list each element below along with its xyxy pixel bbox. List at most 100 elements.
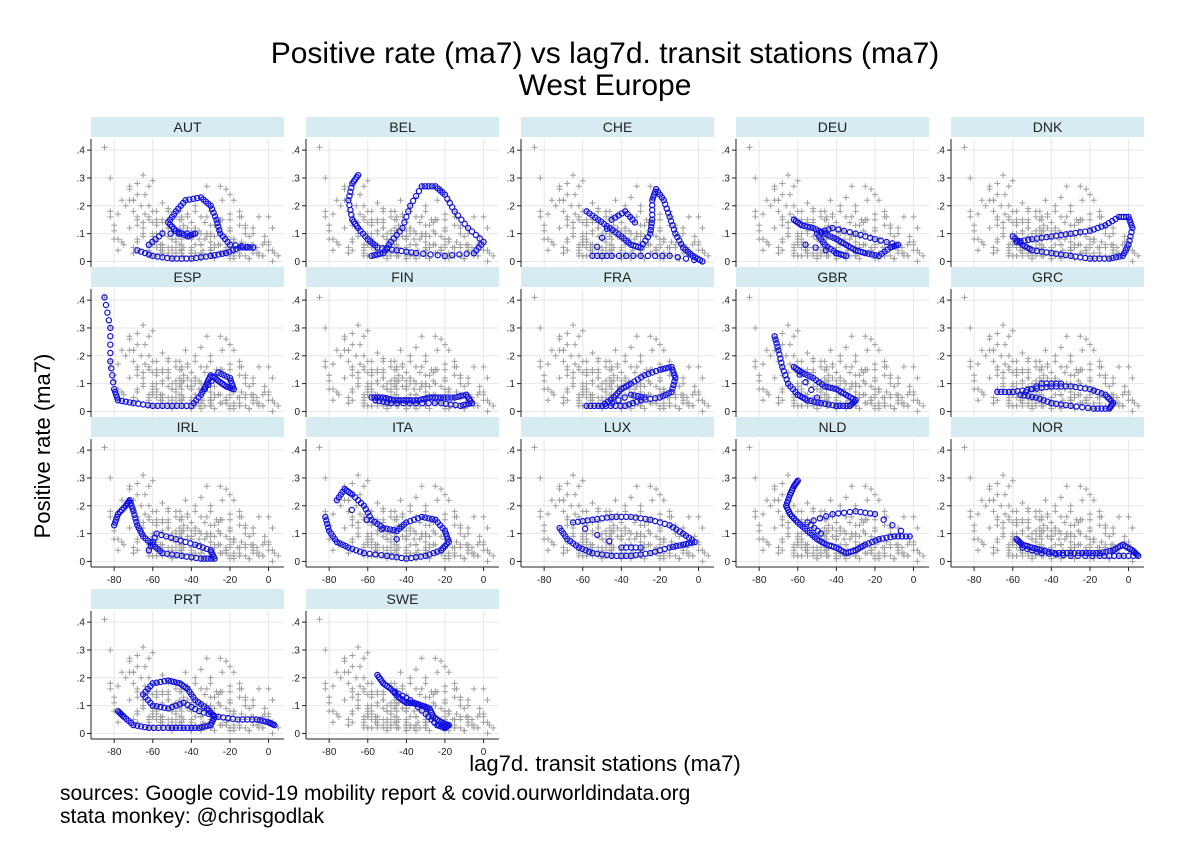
background-point xyxy=(1110,247,1117,254)
background-point xyxy=(355,519,362,526)
background-point xyxy=(837,352,844,359)
background-point xyxy=(236,372,243,379)
background-point xyxy=(871,191,878,198)
background-point xyxy=(255,213,262,220)
background-point xyxy=(397,347,404,354)
background-point xyxy=(1086,244,1093,251)
background-point xyxy=(779,180,786,187)
background-point xyxy=(180,522,187,529)
background-point xyxy=(579,219,586,226)
background-point xyxy=(641,222,648,229)
background-point xyxy=(337,352,344,359)
source-note: sources: Google covid-19 mobility report… xyxy=(60,782,690,805)
background-point xyxy=(787,191,794,198)
background-point xyxy=(480,363,487,370)
background-point xyxy=(432,483,439,490)
background-point xyxy=(130,394,137,401)
background-point xyxy=(990,400,997,407)
background-point xyxy=(169,544,176,551)
y-tick-label: .1 xyxy=(77,529,86,540)
background-point xyxy=(1025,402,1032,409)
background-point xyxy=(422,208,429,215)
background-point xyxy=(349,330,356,337)
background-point xyxy=(149,477,156,484)
background-point xyxy=(660,347,667,354)
chart-subtitle: West Europe xyxy=(519,69,692,102)
background-point xyxy=(360,213,367,220)
background-point xyxy=(345,250,352,257)
highlight-point xyxy=(651,252,659,260)
background-point xyxy=(149,327,156,334)
y-tick-label: .2 xyxy=(77,351,86,362)
background-point xyxy=(1125,397,1132,404)
highlight-point xyxy=(371,251,378,259)
y-tick-label: .3 xyxy=(77,473,86,484)
background-point xyxy=(360,183,367,190)
background-point xyxy=(451,372,458,379)
background-point xyxy=(345,244,352,251)
background-point xyxy=(1048,405,1055,412)
background-point xyxy=(480,247,487,254)
background-point xyxy=(856,372,863,379)
background-point xyxy=(1009,327,1016,334)
y-tick-label: .4 xyxy=(937,146,946,157)
y-tick-label: .2 xyxy=(292,201,301,212)
background-point xyxy=(368,402,375,409)
background-point xyxy=(387,513,394,520)
y-tick-label: .1 xyxy=(292,379,301,390)
background-point xyxy=(107,213,114,220)
background-point xyxy=(602,213,609,220)
background-point xyxy=(978,347,985,354)
background-point xyxy=(1102,380,1109,387)
background-point xyxy=(656,341,663,348)
background-point xyxy=(775,208,782,215)
background-point xyxy=(238,388,245,395)
background-point xyxy=(910,213,917,220)
background-point xyxy=(906,383,913,390)
background-point xyxy=(333,347,340,354)
background-point xyxy=(226,227,233,234)
background-point xyxy=(1063,213,1070,220)
background-point xyxy=(364,327,371,334)
background-point xyxy=(149,219,156,226)
background-point xyxy=(349,372,356,379)
background-point xyxy=(961,294,968,301)
background-point xyxy=(833,394,840,401)
background-point xyxy=(165,358,172,365)
background-point xyxy=(380,516,387,523)
background-point xyxy=(1000,219,1007,226)
background-point xyxy=(322,324,329,331)
highlight-point xyxy=(167,230,174,237)
background-point xyxy=(583,244,590,251)
background-point xyxy=(705,252,712,259)
background-point xyxy=(403,544,410,551)
background-point xyxy=(967,324,974,331)
background-point xyxy=(1042,197,1049,204)
background-point xyxy=(837,208,844,215)
background-point xyxy=(649,347,656,354)
background-point xyxy=(207,502,214,509)
x-tick-label: -60 xyxy=(361,575,376,586)
background-point xyxy=(967,174,974,181)
background-point xyxy=(1000,225,1007,232)
background-point xyxy=(215,241,222,248)
background-point xyxy=(975,397,982,404)
background-point xyxy=(349,386,356,393)
highlight-point xyxy=(434,251,441,259)
background-point xyxy=(226,402,233,409)
background-point xyxy=(111,227,118,234)
background-point xyxy=(149,519,156,526)
background-point xyxy=(1044,225,1051,232)
background-point xyxy=(794,380,801,387)
highlight-point xyxy=(214,219,221,227)
y-tick-label: .2 xyxy=(292,501,301,512)
background-point xyxy=(1079,347,1086,354)
background-point xyxy=(457,552,464,559)
background-point xyxy=(355,375,362,382)
background-point xyxy=(217,216,224,223)
background-point xyxy=(595,208,602,215)
background-point xyxy=(380,375,387,382)
